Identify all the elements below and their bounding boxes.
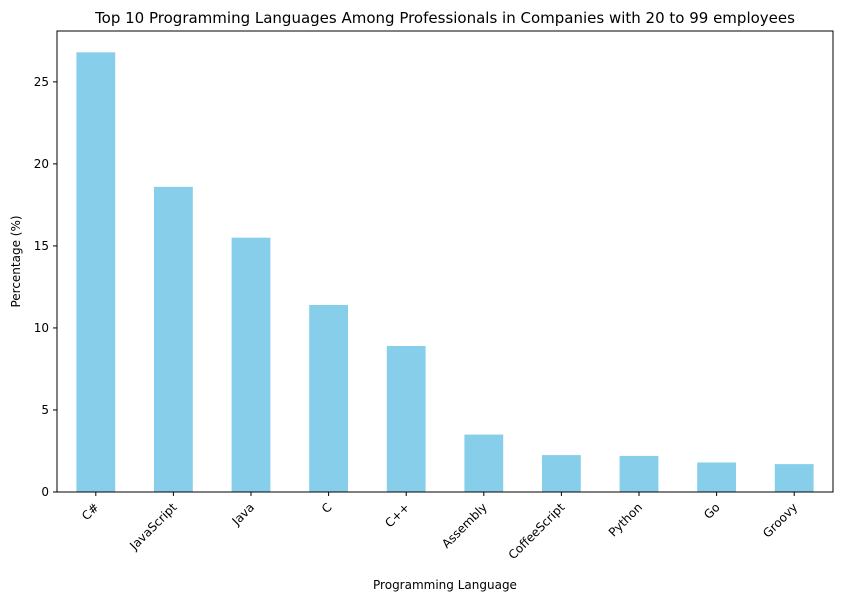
chart-title: Top 10 Programming Languages Among Profe… <box>94 9 795 27</box>
bar-6 <box>542 455 581 492</box>
bar-5 <box>464 434 504 492</box>
y-tick-label: 0 <box>41 485 49 499</box>
x-tick-label: C++ <box>382 500 412 530</box>
x-tick-label: CoffeeScript <box>506 500 568 562</box>
x-tick-label: C# <box>79 500 102 523</box>
x-tick-label: Go <box>701 500 723 522</box>
x-tick-label: Groovy <box>760 500 800 540</box>
bar-2 <box>231 237 271 492</box>
bar-0 <box>76 52 116 493</box>
x-tick-label: Java <box>229 500 258 529</box>
bar-7 <box>619 455 659 492</box>
plot-frame <box>56 30 834 493</box>
bar-8 <box>697 462 736 492</box>
y-tick-label: 15 <box>34 239 49 253</box>
y-axis: 0 5 10 15 20 25 <box>34 75 57 499</box>
x-axis: C# JavaScript Java C C++ Assembly CoffeeScript… <box>79 492 800 562</box>
y-tick-label: 5 <box>41 403 49 417</box>
x-axis-label: Programming Language <box>373 578 517 592</box>
x-tick-label: JavaScript <box>126 500 179 553</box>
y-tick-label: 10 <box>34 321 49 335</box>
bar-1 <box>154 186 193 492</box>
bar-4 <box>386 345 426 492</box>
y-tick-label: 25 <box>34 75 49 89</box>
x-tick-label: Python <box>606 500 645 539</box>
bar-9 <box>774 464 814 492</box>
y-axis-label: Percentage (%) <box>9 215 23 307</box>
x-tick-label: C <box>319 500 335 516</box>
y-tick-label: 20 <box>34 157 49 171</box>
bar-3 <box>309 304 348 492</box>
bars-group <box>76 52 814 493</box>
x-tick-label: Assembly <box>439 500 490 551</box>
